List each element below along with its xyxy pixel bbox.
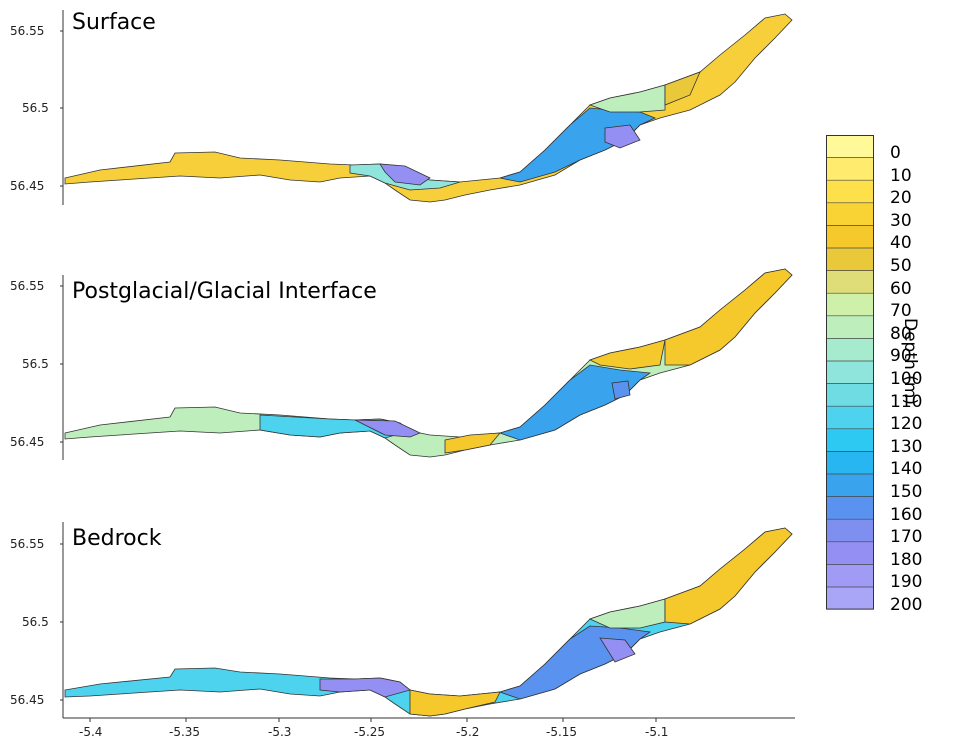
legend-label: 140 [890, 459, 923, 480]
legend-swatch [826, 451, 874, 474]
xtick--5-1: -5.1 [645, 725, 668, 739]
legend-swatch [826, 383, 874, 407]
xtick--5-4: -5.4 [79, 725, 102, 739]
ytick-56-55: 56.55 [10, 537, 44, 551]
depth-legend: 0 10 20 30 40 50 60 70 80 90 100 110 120 130 140 150 160… [826, 135, 922, 615]
legend-swatch [826, 225, 874, 248]
legend-label: 130 [890, 436, 923, 457]
legend-label: 200 [890, 595, 923, 615]
legend-label: 190 [890, 572, 923, 593]
ytick-56-45: 56.45 [10, 435, 44, 449]
legend-swatch [826, 564, 874, 587]
legend-swatch [826, 496, 874, 520]
legend-label: 70 [890, 301, 912, 322]
legend-label: 10 [890, 165, 912, 186]
legend-label: 80 [890, 323, 912, 344]
interface-map: 56.55 56.5 56.45 [10, 268, 793, 460]
legend-label: 160 [890, 504, 923, 525]
ytick-56-5: 56.5 [22, 615, 49, 629]
legend-swatch [826, 428, 874, 452]
legend-label: 20 [890, 188, 912, 209]
ytick-56-55: 56.55 [10, 279, 44, 293]
xtick--5-3: -5.3 [268, 725, 291, 739]
legend-swatch [826, 587, 874, 610]
legend-label: 60 [890, 278, 912, 299]
legend-label: 180 [890, 549, 923, 570]
legend-swatch [826, 315, 874, 339]
legend-label: 100 [890, 369, 923, 389]
panel-title-surface: Surface [72, 10, 156, 35]
legend-label: 30 [890, 210, 912, 231]
legend-label: 150 [890, 482, 923, 502]
legend-label: 50 [890, 256, 912, 276]
legend-swatch [826, 248, 874, 271]
legend-label: 110 [890, 391, 923, 412]
legend-title: Depth (m) [900, 318, 920, 406]
legend-swatch [826, 157, 874, 181]
ytick-56-5: 56.5 [22, 101, 49, 115]
xtick--5-35: -5.35 [169, 725, 200, 739]
legend-swatch [826, 519, 874, 542]
surface-map: 56.55 56.5 56.45 [10, 10, 793, 205]
legend-swatch [826, 293, 874, 316]
ytick-56-5: 56.5 [22, 357, 49, 371]
panel-bedrock: 56.55 56.5 56.45 -5.4 -5.35 -5.3 -5.25 -… [0, 522, 800, 747]
bedrock-loch-shape [64, 527, 793, 717]
panel-interface: 56.55 56.5 56.45 Postglacial/Glacial Int… [0, 265, 800, 475]
legend-swatch [826, 541, 874, 565]
xtick--5-15: -5.15 [546, 725, 577, 739]
legend-swatch [826, 406, 874, 429]
interface-loch-shape [64, 268, 793, 458]
panel-surface: 56.55 56.5 56.45 Surface [0, 0, 800, 250]
legend-colorbar [826, 135, 874, 610]
ytick-56-45: 56.45 [10, 179, 44, 193]
legend-swatch [826, 270, 874, 294]
panel-title-interface: Postglacial/Glacial Interface [72, 279, 377, 304]
xtick--5-2: -5.2 [456, 725, 479, 739]
legend-label: 90 [890, 346, 912, 367]
legend-swatch [826, 202, 874, 226]
legend-swatch [826, 180, 874, 203]
legend-label: 120 [890, 414, 923, 435]
x-ticks: -5.4 -5.35 -5.3 -5.25 -5.2 -5.15 -5.1 [79, 718, 668, 739]
legend-label: 40 [890, 233, 912, 254]
legend-swatch [826, 135, 874, 158]
legend-label: 170 [890, 527, 923, 548]
legend-swatch [826, 338, 874, 361]
surface-loch-shape [64, 13, 793, 203]
xtick--5-25: -5.25 [354, 725, 385, 739]
ytick-56-55: 56.55 [10, 24, 44, 38]
ytick-56-45: 56.45 [10, 693, 44, 707]
bedrock-map: 56.55 56.5 56.45 -5.4 -5.35 -5.3 -5.25 -… [10, 522, 795, 739]
panel-title-bedrock: Bedrock [72, 526, 162, 551]
legend-swatch [826, 361, 874, 384]
legend-swatch [826, 474, 874, 497]
legend-label: 0 [890, 143, 901, 163]
